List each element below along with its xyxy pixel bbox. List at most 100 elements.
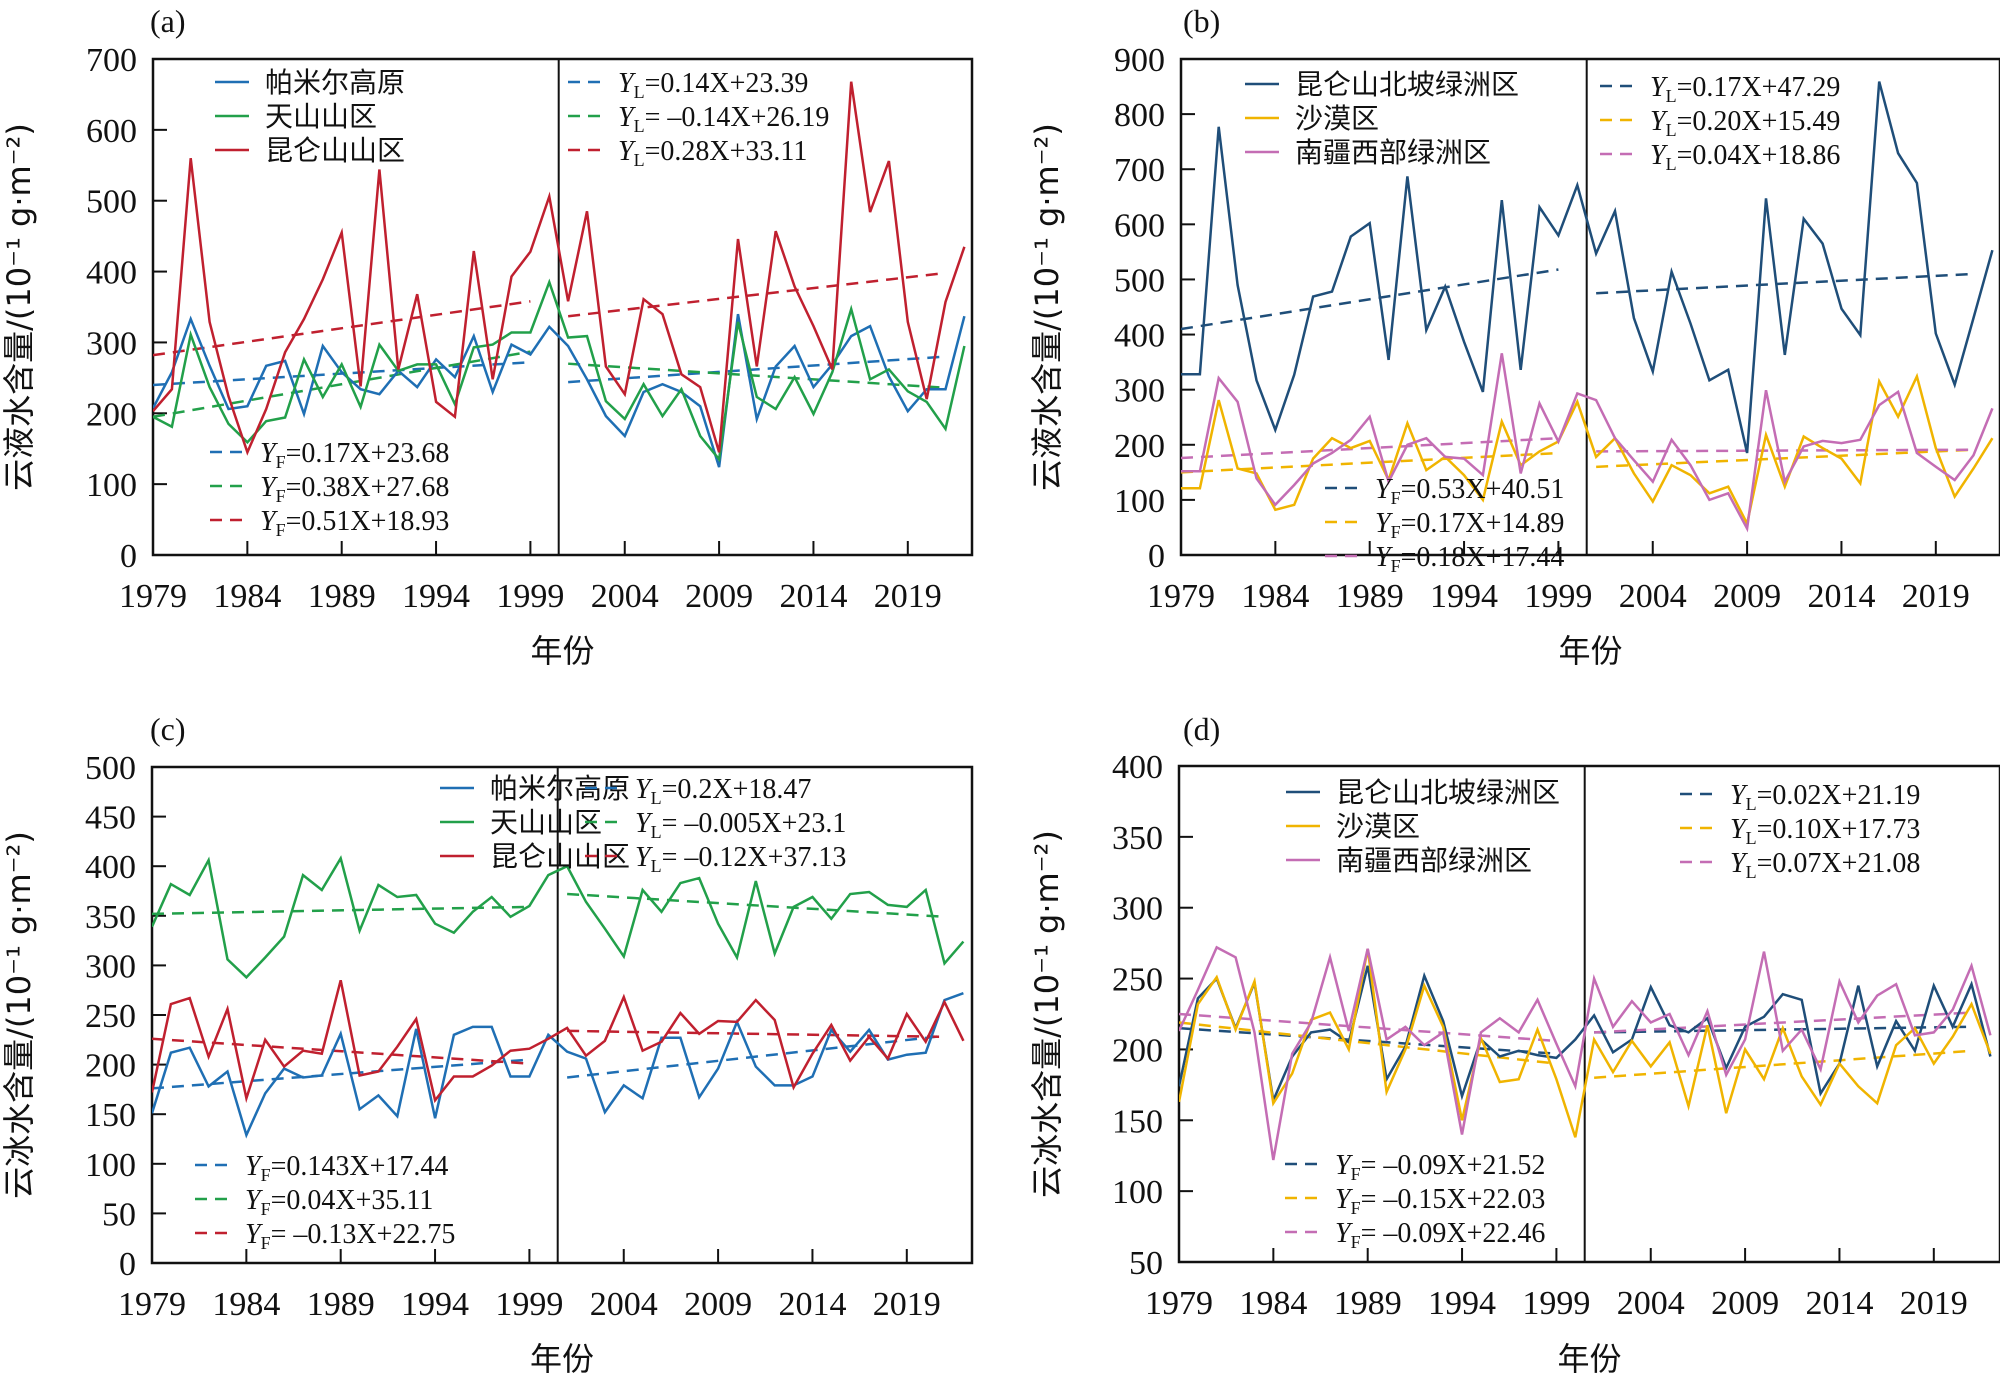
- x-tick-label: 1994: [401, 1286, 469, 1323]
- eq-body: =0.17X+14.89: [1401, 508, 1565, 539]
- trend-line-L-5: [1594, 1011, 1972, 1034]
- eq-y: Y: [635, 808, 654, 839]
- x-axis-title: 年份: [530, 1340, 594, 1378]
- eq-subscript: L: [1746, 828, 1757, 848]
- eq-body: =0.02X+21.19: [1757, 780, 1921, 811]
- series-line-1: [152, 855, 965, 980]
- y-tick-label: 150: [85, 1097, 136, 1134]
- x-tick-label: 2014: [1807, 578, 1875, 615]
- y-tick-label: 450: [85, 800, 136, 837]
- x-axis-title: 年份: [1557, 1340, 1621, 1378]
- trend-equation: YL=0.14X+23.39: [618, 68, 808, 102]
- y-tick-label: 300: [85, 948, 136, 985]
- eq-y: Y: [1375, 508, 1394, 539]
- eq-body: =0.28X+33.11: [645, 136, 808, 167]
- y-tick-label: 900: [1114, 42, 1165, 79]
- trend-line-L-3: [1596, 272, 1974, 295]
- y-tick-label: 800: [1114, 97, 1165, 134]
- trend-line-L-4: [567, 892, 945, 919]
- y-axis-title: 云液水含量/(10⁻¹ g·m⁻²): [0, 123, 38, 491]
- x-tick-label: 1984: [1241, 578, 1309, 615]
- eq-body: =0.10X+17.73: [1757, 814, 1921, 845]
- y-tick-label: 200: [85, 1048, 136, 1085]
- legend-label: 昆仑山北坡绿洲区: [1336, 776, 1560, 809]
- trend-equation: YF=0.51X+18.93: [260, 506, 449, 540]
- series-line-0: [152, 992, 964, 1139]
- eq-y: Y: [635, 774, 654, 805]
- x-tick-label: 1999: [1524, 578, 1592, 615]
- legend-label: 沙漠区: [1295, 102, 1379, 135]
- series-line-2: [1181, 353, 1994, 533]
- y-tick-label: 200: [1112, 1032, 1163, 1069]
- eq-subscript: L: [634, 82, 645, 102]
- x-tick-label: 2019: [873, 1286, 941, 1323]
- y-tick-label: 400: [1112, 749, 1163, 786]
- trend-equation: YF= –0.09X+21.52: [1335, 1150, 1545, 1184]
- trend-equation: YL=0.28X+33.11: [618, 136, 807, 170]
- eq-body: =0.53X+40.51: [1401, 474, 1565, 505]
- eq-y: Y: [260, 438, 279, 469]
- eq-subscript: F: [1351, 1198, 1361, 1218]
- x-tick-label: 2009: [685, 578, 753, 615]
- legend-label: 沙漠区: [1336, 810, 1420, 843]
- x-tick-label: 2004: [591, 578, 659, 615]
- x-tick-label: 1994: [1428, 1285, 1496, 1322]
- y-tick-label: 100: [85, 1147, 136, 1184]
- trend-line-L-5: [567, 271, 946, 318]
- y-axis-title: 云冰水含量/(10⁻¹ g·m⁻²): [0, 831, 38, 1199]
- legend-label: 帕米尔高原: [265, 66, 405, 99]
- panel-c: (c) 0 50 100 150 200 250 300 350 400 450 500 1979 198…: [0, 711, 974, 1378]
- y-tick-label: 0: [120, 538, 137, 575]
- eq-y: Y: [1375, 474, 1394, 505]
- y-tick-label: 400: [85, 849, 136, 886]
- y-tick-label: 150: [1112, 1103, 1163, 1140]
- trend-equation: YF=0.143X+17.44: [245, 1151, 448, 1185]
- y-tick-label: 100: [1112, 1174, 1163, 1211]
- eq-y: Y: [245, 1185, 264, 1216]
- eq-body: =0.04X+18.86: [1677, 140, 1841, 171]
- eq-body: =0.07X+21.08: [1757, 848, 1921, 879]
- x-axis-title: 年份: [1558, 632, 1622, 670]
- eq-body: = –0.13X+22.75: [271, 1219, 456, 1250]
- eq-y: Y: [618, 136, 637, 167]
- trend-equation: YF=0.18X+17.44: [1375, 542, 1564, 576]
- plot-area: [1179, 945, 1992, 1161]
- x-tick-label: 1999: [496, 578, 564, 615]
- trend-line-L-3: [567, 1034, 945, 1079]
- series-line-1: [1179, 948, 1992, 1138]
- x-tick-label: 1984: [212, 1286, 280, 1323]
- trend-line-F-0: [1179, 1026, 1557, 1055]
- trend-line-F-1: [153, 350, 531, 419]
- x-axis-title: 年份: [530, 632, 594, 670]
- x-tick-label: 2014: [779, 578, 847, 615]
- eq-subscript: L: [1666, 120, 1677, 140]
- eq-y: Y: [1375, 542, 1394, 573]
- x-tick-label: 2004: [590, 1286, 658, 1323]
- eq-subscript: L: [651, 788, 662, 808]
- trend-equation: YF=0.17X+23.68: [260, 438, 449, 472]
- eq-y: Y: [1650, 106, 1669, 137]
- eq-body: =0.38X+27.68: [286, 472, 450, 503]
- eq-subscript: L: [1666, 86, 1677, 106]
- y-tick-label: 500: [85, 750, 136, 787]
- trend-line-L-5: [567, 1029, 945, 1039]
- eq-subscript: L: [651, 822, 662, 842]
- series-line-2: [1179, 945, 1992, 1161]
- trend-equation: YL= –0.12X+37.13: [635, 842, 846, 876]
- eq-body: =0.18X+17.44: [1401, 542, 1565, 573]
- x-tick-label: 1979: [118, 1286, 186, 1323]
- eq-body: = –0.09X+22.46: [1361, 1218, 1546, 1249]
- legend-label: 昆仑山北坡绿洲区: [1295, 68, 1519, 101]
- y-tick-label: 700: [1114, 152, 1165, 189]
- x-tick-label: 1994: [402, 578, 470, 615]
- panel-label: (d): [1183, 711, 1220, 747]
- y-tick-label: 600: [86, 113, 137, 150]
- eq-y: Y: [1650, 140, 1669, 171]
- panel-d: (d) 50 100 150 200 250 300 350 400 1979 1984 1989 19…: [1028, 711, 2000, 1378]
- eq-subscript: L: [651, 856, 662, 876]
- y-tick-label: 500: [86, 184, 137, 221]
- eq-subscript: L: [1666, 154, 1677, 174]
- y-tick-label: 100: [1114, 483, 1165, 520]
- eq-subscript: F: [1351, 1232, 1361, 1252]
- eq-body: = –0.14X+26.19: [645, 102, 830, 133]
